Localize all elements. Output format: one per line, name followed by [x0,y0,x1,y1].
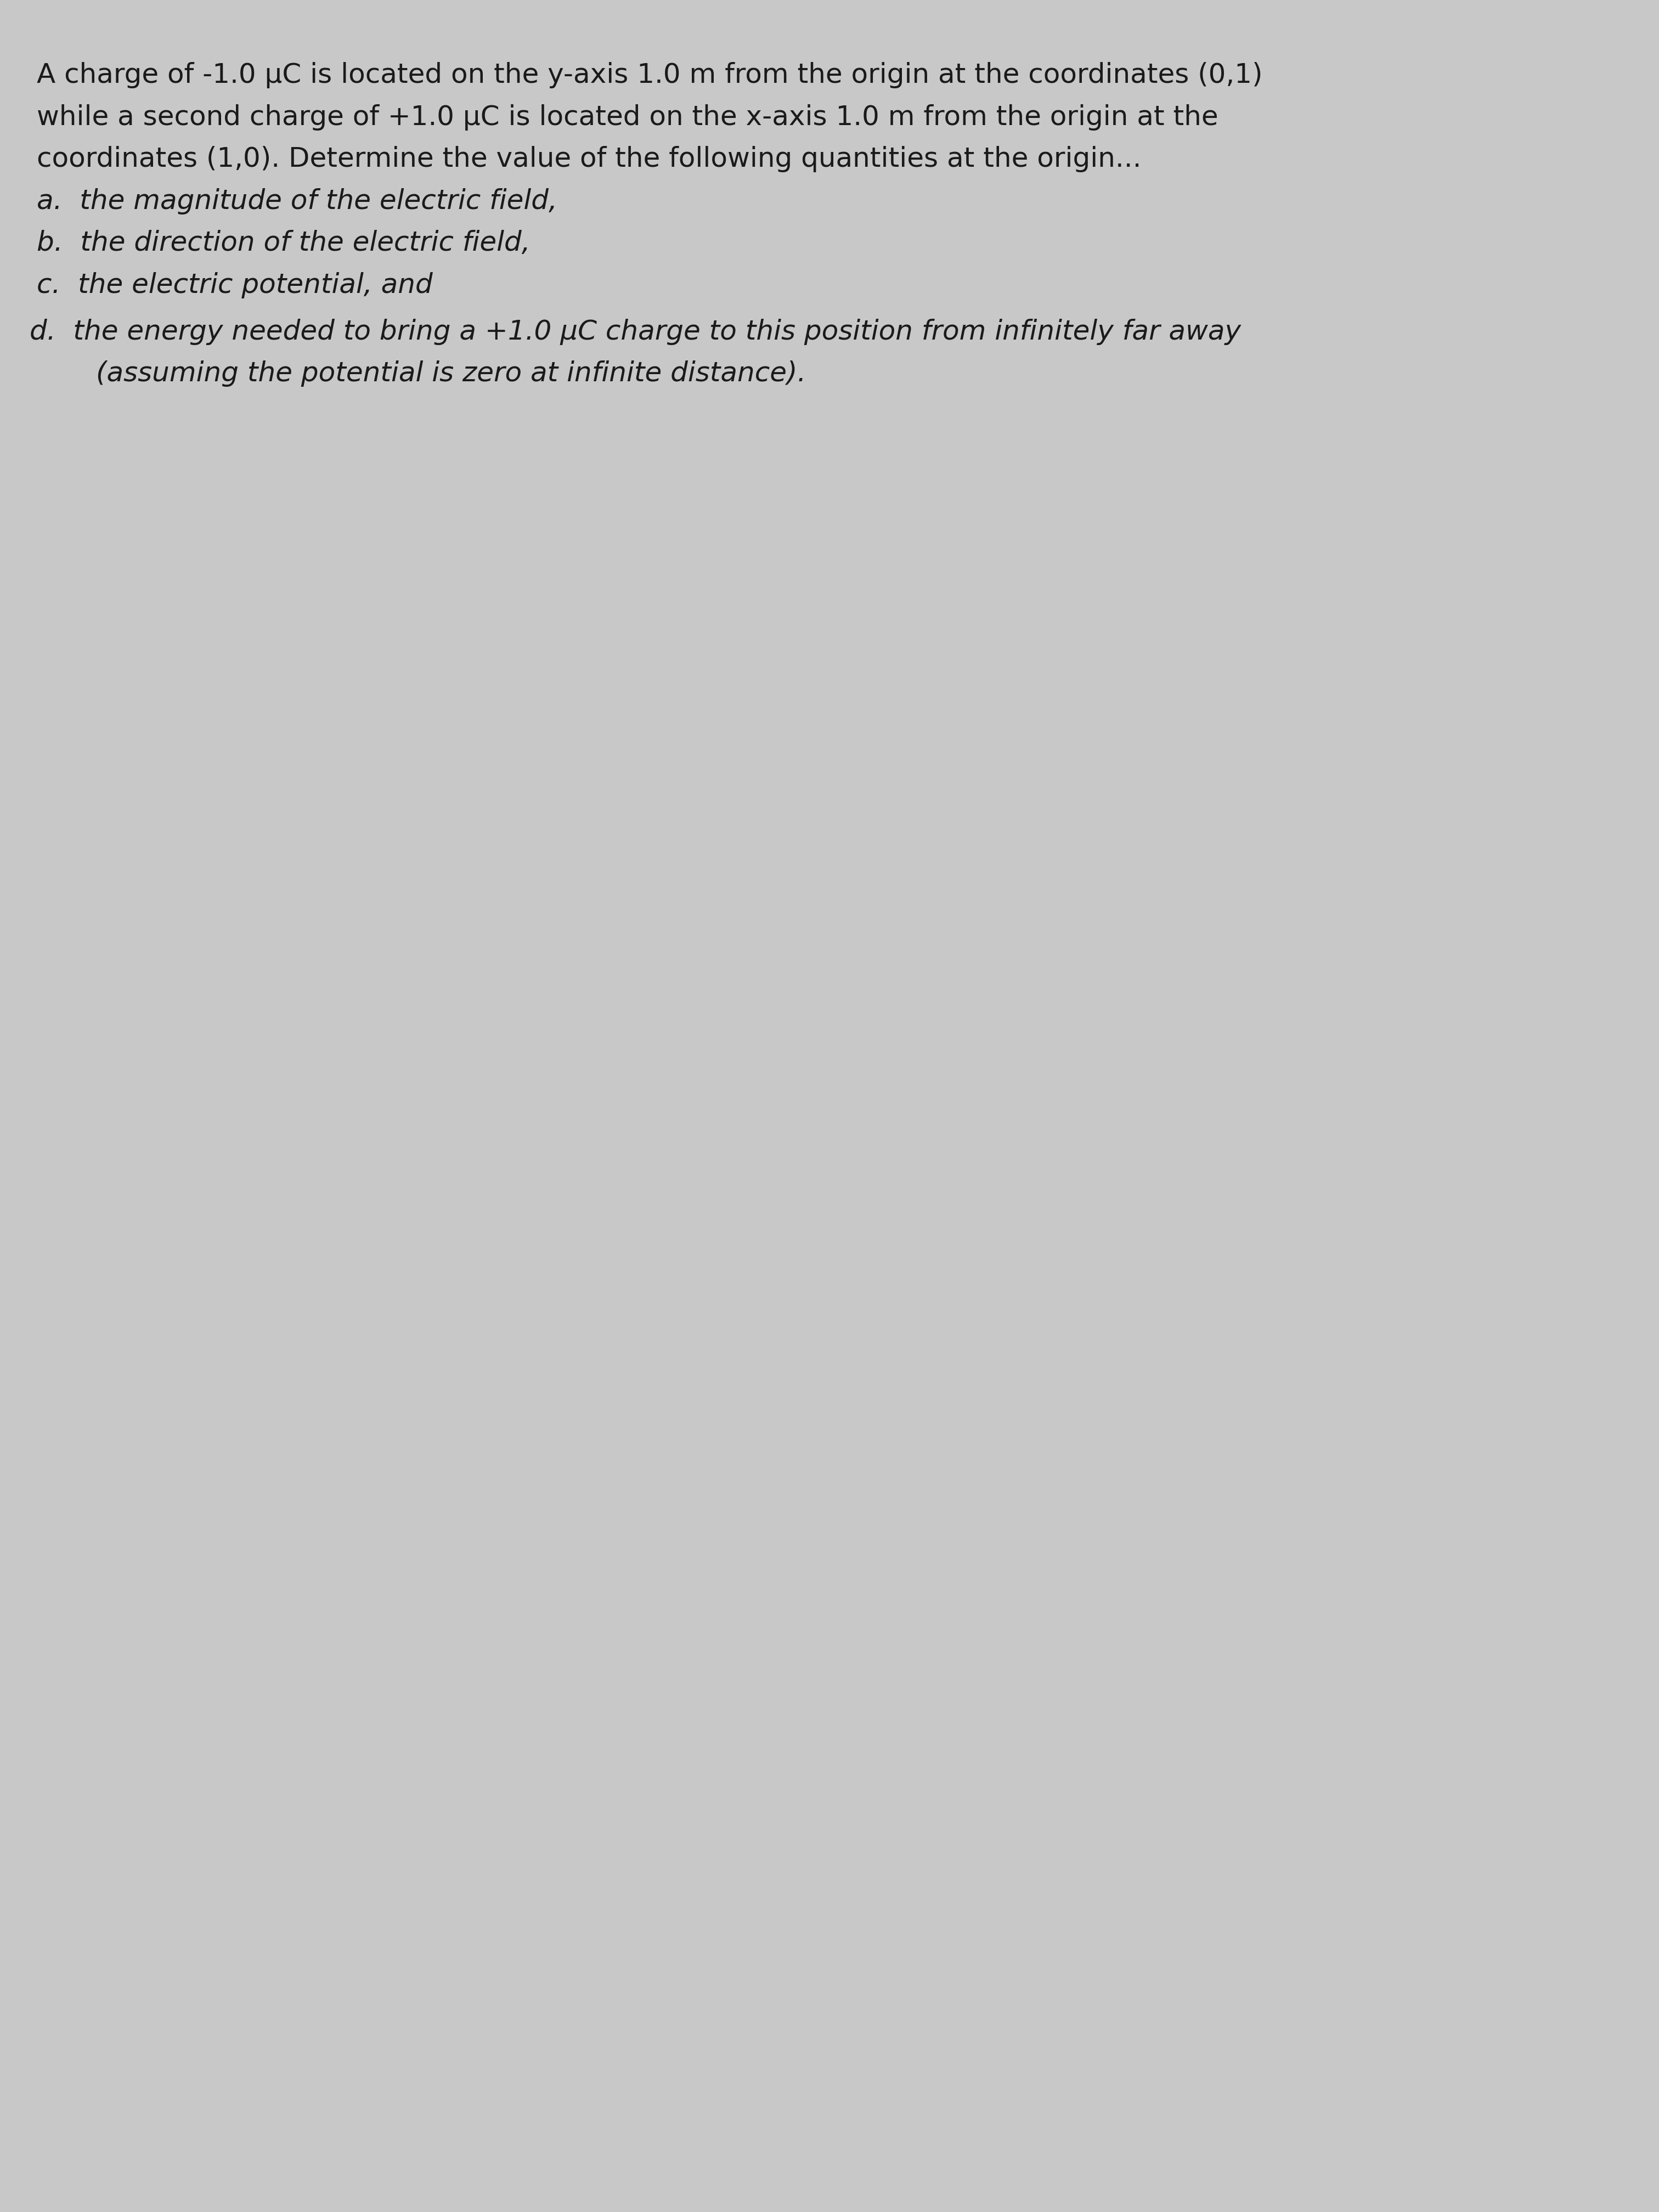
Text: while a second charge of +1.0 μC is located on the x-axis 1.0 m from the origin : while a second charge of +1.0 μC is loca… [36,104,1218,131]
Text: b.  the direction of the electric field,: b. the direction of the electric field, [36,230,529,257]
Text: c.  the electric potential, and: c. the electric potential, and [36,272,433,299]
Text: d.  the energy needed to bring a +1.0 μC charge to this position from infinitely: d. the energy needed to bring a +1.0 μC … [30,319,1241,345]
Text: (assuming the potential is zero at infinite distance).: (assuming the potential is zero at infin… [96,361,806,387]
Text: coordinates (1,0). Determine the value of the following quantities at the origin: coordinates (1,0). Determine the value o… [36,146,1141,173]
Text: a.  the magnitude of the electric field,: a. the magnitude of the electric field, [36,188,557,215]
Text: A charge of -1.0 μC is located on the y-axis 1.0 m from the origin at the coordi: A charge of -1.0 μC is located on the y-… [36,62,1262,88]
